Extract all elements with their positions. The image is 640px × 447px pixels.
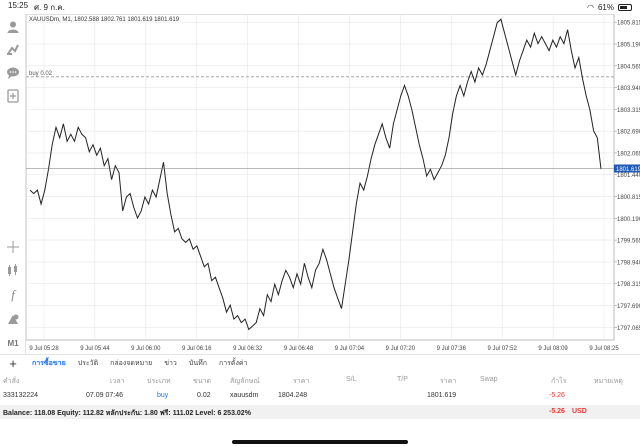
status-date: ศ. 9 ก.ค. [34, 2, 65, 12]
order-type: buy [157, 392, 169, 399]
order-volume: 0.02 [197, 392, 211, 399]
x-tick-label: 9 Jul 07:20 [386, 346, 416, 352]
x-tick-label: 9 Jul 07:36 [437, 346, 467, 352]
wifi-icon: ◠ [587, 2, 594, 12]
price-chart[interactable]: 1805.815 1805.190 1804.565 1803.940 1803.315… [26, 14, 640, 354]
tab-settings[interactable]: การตั้งค่า [218, 360, 248, 367]
tab-mailbox[interactable]: กล่องจดหมาย [110, 360, 153, 367]
chat-icon[interactable] [4, 64, 22, 82]
x-tick-label: 9 Jul 08:25 [589, 346, 619, 352]
y-tick-label: 1797.690 [617, 304, 640, 310]
battery-icon [618, 3, 632, 11]
battery-percent: 61% [597, 2, 614, 12]
x-tick-label: 9 Jul 05:28 [29, 346, 59, 352]
col-header-type: ประเภท [147, 378, 171, 385]
col-header-sl: S/L [346, 376, 357, 383]
balance-summary: Balance: 118.08 Equity: 112.82 หลักประกั… [3, 410, 251, 417]
person-icon[interactable] [4, 18, 22, 36]
price-line [29, 18, 602, 331]
y-tick-label: 1804.565 [617, 64, 640, 70]
y-tick-label: 1803.315 [617, 108, 640, 114]
y-tick-label: 1797.065 [617, 326, 640, 332]
order-symbol: xauusdm [230, 392, 259, 399]
y-tick-label: 1799.565 [617, 239, 640, 245]
crosshair-icon[interactable] [4, 238, 22, 256]
account-summary: Balance: 118.08 Equity: 112.82 หลักประกั… [0, 405, 640, 419]
col-header-comment: หมายเหตุ [594, 378, 623, 385]
y-tick-label: 1803.940 [617, 86, 640, 92]
x-tick-label: 9 Jul 08:09 [538, 346, 568, 352]
col-header-tp: T/P [397, 376, 408, 383]
tab-news[interactable]: ข่าว [164, 360, 177, 367]
col-header-profit: กำไร [551, 378, 567, 385]
total-profit: -5.26 [549, 408, 565, 415]
col-header-ticket: คำสั่ง [3, 378, 20, 385]
col-header-volume: ขนาด [193, 378, 212, 385]
chart-svg: 1805.815 1805.190 1804.565 1803.940 1803.315… [26, 14, 640, 352]
col-header-time: เวลา [110, 378, 125, 385]
indicators-icon[interactable] [4, 40, 22, 58]
tab-journal[interactable]: บันทึก [188, 360, 207, 367]
current-price-label: 1801.619 [616, 167, 640, 173]
tab-trade[interactable]: การซื้อขาย [32, 360, 66, 367]
add-chart-icon[interactable] [4, 87, 22, 105]
col-header-symbol: สัญลักษณ์ [230, 378, 260, 385]
x-tick-label: 9 Jul 07:52 [488, 346, 518, 352]
x-tick-label: 9 Jul 06:00 [131, 346, 161, 352]
col-header-price: ราคา [440, 378, 457, 385]
terminal-tabs: + การซื้อขาย ประวัติ กล่องจดหมาย ข่าว บั… [0, 354, 640, 372]
col-header-open-price: ราคา [293, 378, 310, 385]
y-tick-label: 1805.815 [617, 21, 640, 27]
x-tick-label: 9 Jul 06:16 [182, 346, 212, 352]
y-tick-label: 1798.940 [617, 260, 640, 266]
y-tick-label: 1800.190 [617, 217, 640, 223]
y-tick-label: 1802.065 [617, 151, 640, 157]
x-tick-label: 9 Jul 06:48 [284, 346, 314, 352]
table-row[interactable]: 333132224 07.09 07:46 buy 0.02 xauusdm 1… [0, 389, 640, 403]
candles-icon[interactable] [4, 261, 22, 279]
y-tick-label: 1805.190 [617, 42, 640, 48]
x-tick-label: 9 Jul 07:04 [335, 346, 365, 352]
clock-time: 15:25 [8, 0, 29, 10]
timeframe-button[interactable]: M1 [7, 338, 19, 348]
order-current-price: 1801.619 [427, 392, 457, 399]
order-ticket: 333132224 [3, 392, 39, 399]
plot-frame [26, 14, 615, 341]
y-tick-label: 1801.440 [617, 173, 640, 179]
col-header-swap: Swap [480, 376, 498, 383]
profit-currency: USD [572, 408, 587, 415]
chart-toolbar: f M1 [0, 14, 26, 354]
status-bar: 15:25 ศ. 9 ก.ค. ◠ 61% [0, 0, 640, 14]
function-icon[interactable]: f [11, 287, 15, 302]
tab-history[interactable]: ประวัติ [77, 360, 99, 367]
y-tick-label: 1798.315 [617, 282, 640, 288]
trade-table-header: คำสั่ง เวลา ประเภท ขนาด สัญลักษณ์ ราคา S… [0, 373, 640, 387]
order-open-price: 1804.248 [278, 392, 308, 399]
x-tick-label: 9 Jul 06:32 [233, 346, 263, 352]
current-price-tag [614, 164, 640, 173]
objects-icon[interactable] [4, 310, 22, 328]
x-tick-label: 9 Jul 05:44 [80, 346, 110, 352]
order-profit: -5.26 [549, 392, 565, 399]
home-indicator [232, 440, 408, 444]
chart-header: XAUUSDm, M1, 1802.588 1802.761 1801.619 … [29, 17, 180, 23]
y-tick-label: 1800.815 [617, 195, 640, 201]
order-time: 07.09 07:46 [86, 392, 123, 399]
y-tick-label: 1802.690 [617, 130, 640, 136]
add-order-button[interactable]: + [9, 356, 17, 371]
order-line-label: buy 0.02 [29, 71, 53, 77]
